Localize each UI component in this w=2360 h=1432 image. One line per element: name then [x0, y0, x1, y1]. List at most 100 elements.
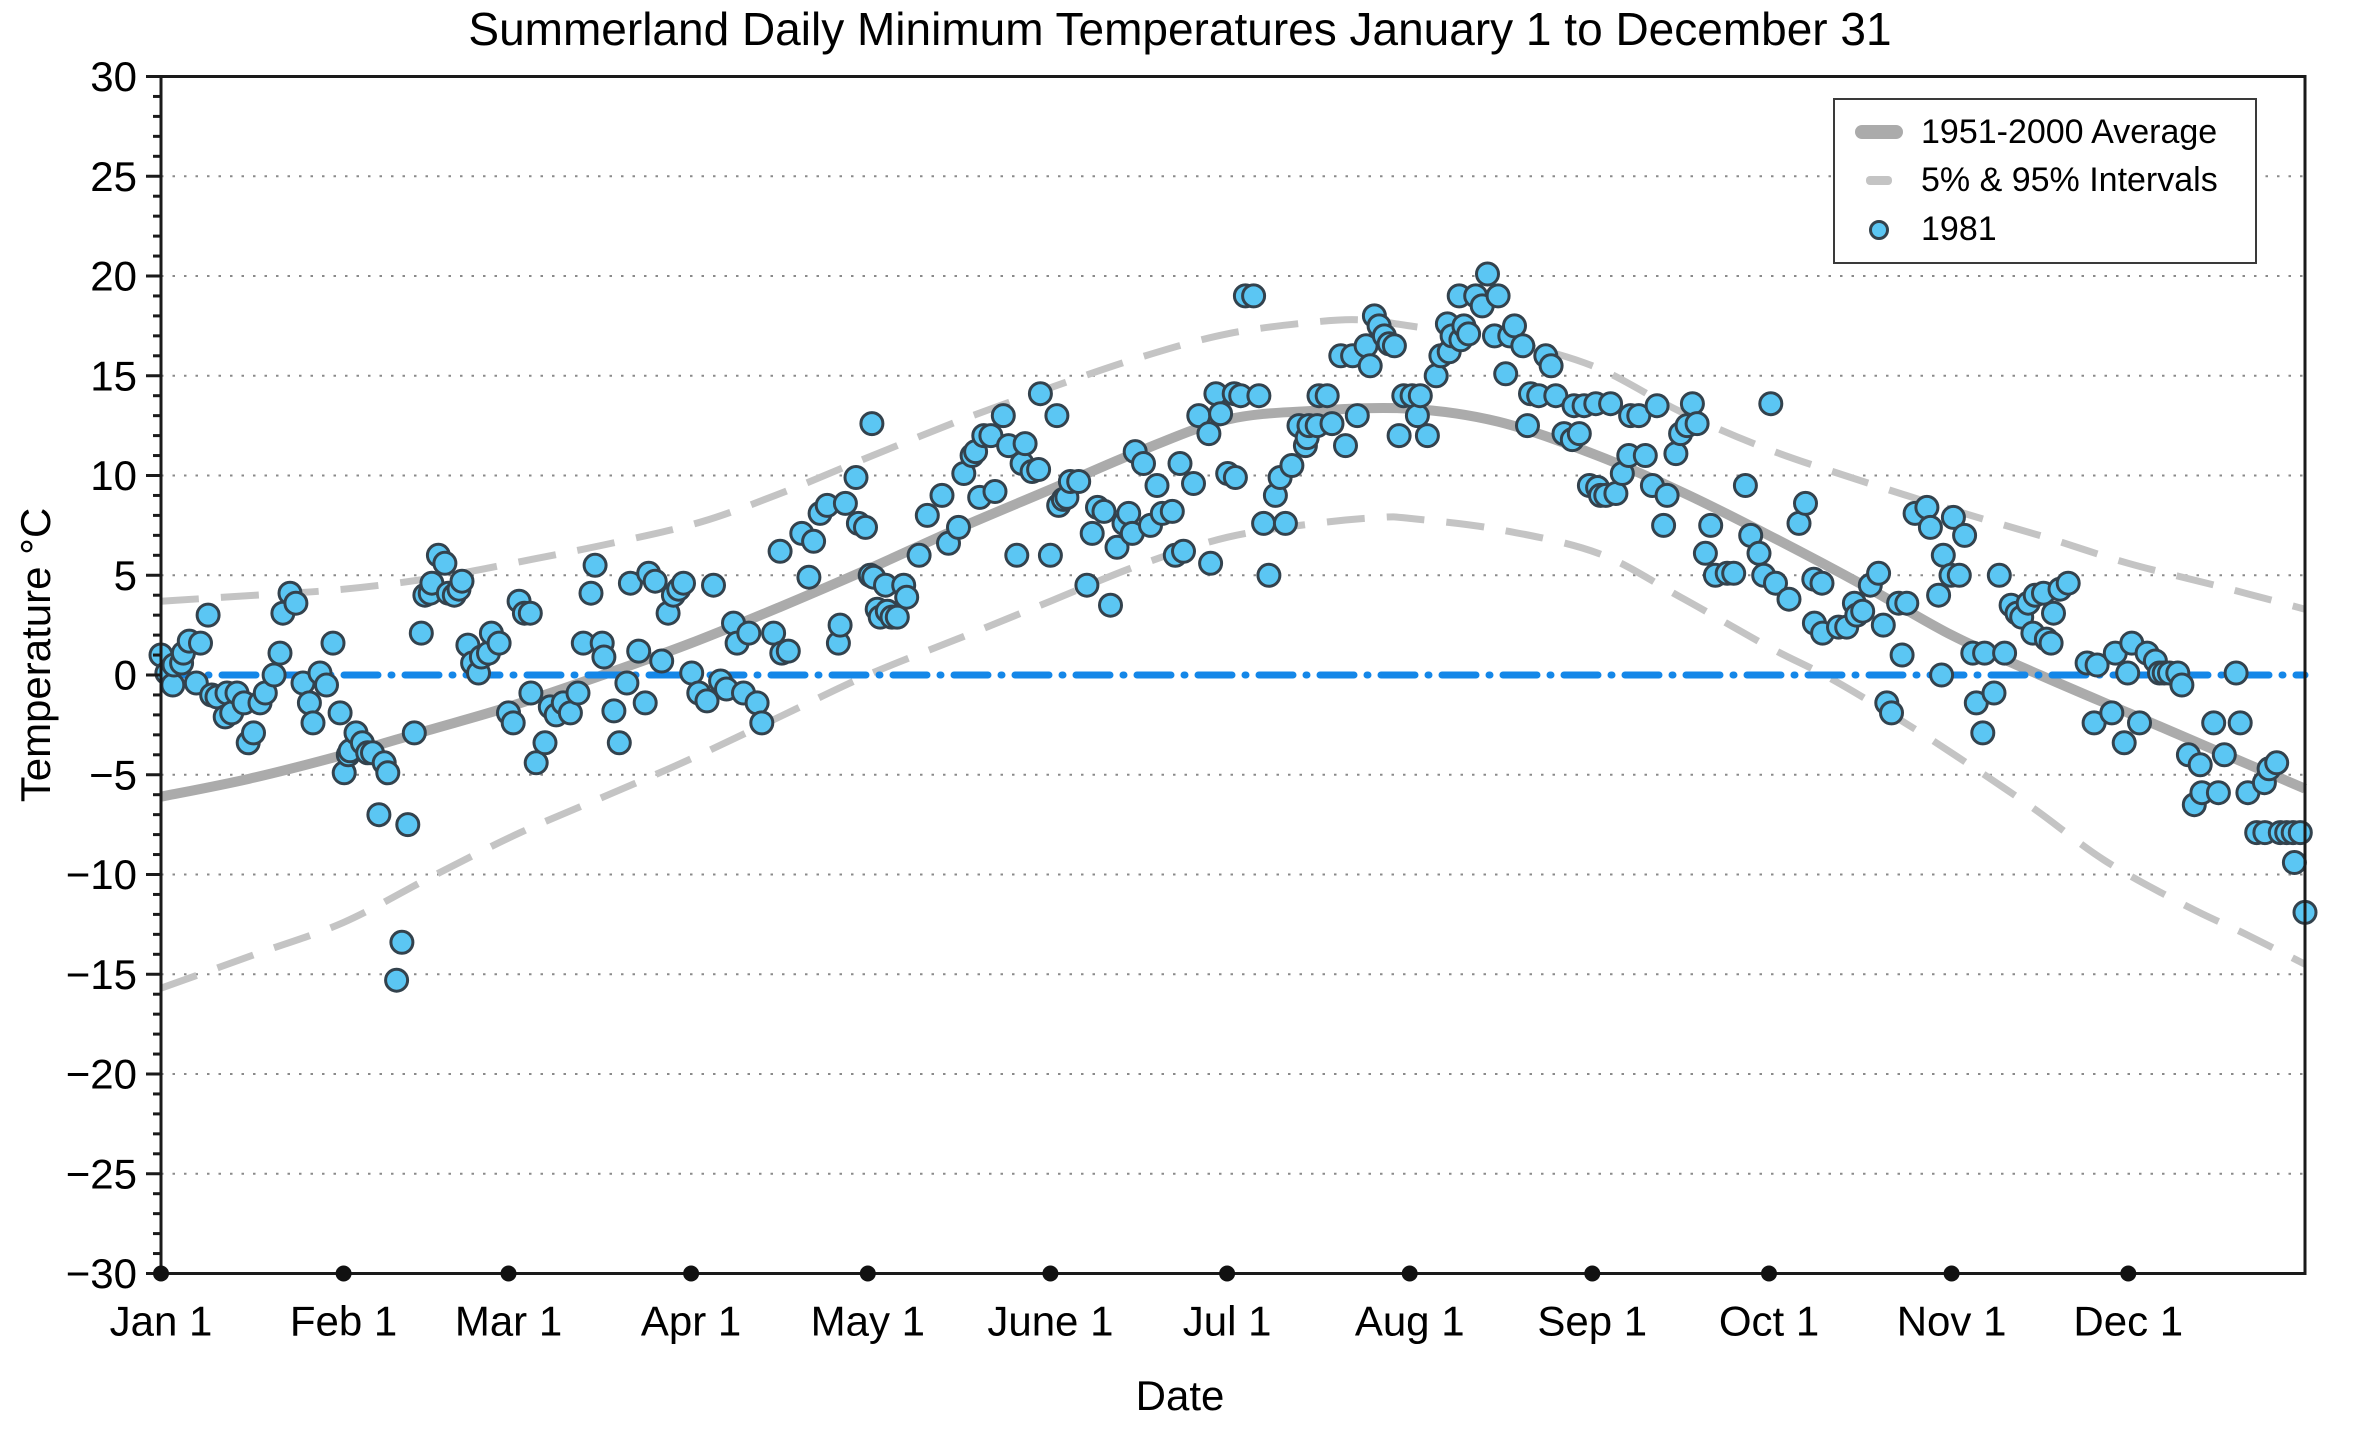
data-point-1981	[1926, 582, 1952, 608]
data-point-1981	[1721, 560, 1747, 586]
x-tick-label: June 1	[987, 1298, 1113, 1345]
data-point-1981	[1679, 391, 1705, 417]
y-tick-label: 25	[90, 153, 137, 200]
data-point-1981	[736, 620, 762, 646]
month-tick-dot	[1943, 1265, 1960, 1282]
data-point-1981	[1917, 514, 1943, 540]
chart-title: Summerland Daily Minimum Temperatures Ja…	[468, 3, 1892, 55]
month-tick-dot	[1042, 1265, 1059, 1282]
month-tick-dot	[1584, 1265, 1601, 1282]
data-point-1981	[432, 550, 458, 576]
data-point-1981	[1758, 391, 1784, 417]
data-point-1981	[296, 690, 322, 716]
data-point-1981	[801, 528, 827, 554]
data-point-1981	[1651, 512, 1677, 538]
data-point-1981	[2084, 652, 2110, 678]
data-point-1981	[1793, 490, 1818, 516]
legend-label-average: 1951-2000 Average	[1921, 112, 2218, 151]
data-point-1981	[1485, 283, 1511, 309]
month-tick-dot	[1219, 1265, 1236, 1282]
data-point-1981	[1510, 333, 1536, 359]
data-point-1981	[188, 630, 213, 656]
data-point-1981	[832, 490, 858, 516]
data-point-1981	[796, 564, 822, 590]
data-point-1981	[1044, 403, 1070, 429]
data-point-1981	[1992, 640, 2018, 666]
data-point-1981	[1698, 512, 1724, 538]
data-point-1981	[1644, 393, 1670, 419]
month-tick-dot	[500, 1265, 517, 1282]
data-point-1981	[1167, 451, 1193, 476]
data-point-1981	[694, 688, 720, 714]
data-point-1981	[1746, 540, 1772, 566]
data-point-1981	[320, 630, 346, 656]
legend-item-intervals: 5% & 95% Intervals	[1847, 161, 2249, 200]
data-point-1981	[2281, 850, 2307, 875]
data-point-1981	[1684, 411, 1710, 437]
data-point-1981	[642, 568, 668, 594]
y-tick-label: −15	[66, 951, 137, 998]
data-point-1981	[1850, 598, 1876, 624]
scatter-point-swatch	[1847, 219, 1911, 240]
data-point-1981	[2264, 750, 2290, 776]
data-point-1981	[1116, 500, 1142, 526]
data-point-1981	[2038, 630, 2064, 656]
data-point-1981	[990, 403, 1016, 429]
data-point-1981	[1272, 510, 1298, 536]
data-point-1981	[1144, 473, 1170, 498]
legend-item-1981: 1981	[1847, 210, 2249, 249]
data-point-1981	[1732, 473, 1758, 498]
interval-dash-swatch	[1847, 176, 1911, 186]
data-point-1981	[375, 760, 401, 786]
x-tick-label: Feb 1	[290, 1298, 397, 1345]
data-point-1981	[775, 638, 801, 664]
data-point-1981	[1027, 381, 1053, 407]
data-point-1981	[701, 572, 726, 598]
data-point-1981	[2041, 600, 2066, 626]
data-point-1981	[366, 802, 392, 828]
data-point-1981	[1776, 586, 1802, 612]
data-point-1981	[241, 720, 266, 746]
data-point-1981	[2187, 752, 2213, 778]
x-tick-label: Jul 1	[1183, 1298, 1272, 1345]
y-tick-label: −20	[66, 1051, 137, 1098]
data-point-1981	[2201, 710, 2227, 736]
data-point-1981	[395, 812, 421, 838]
data-point-1981	[2111, 730, 2137, 756]
y-tick-label: 0	[114, 652, 137, 699]
data-point-1981	[1131, 451, 1156, 476]
data-point-1981	[2211, 742, 2237, 768]
data-point-1981	[1414, 423, 1440, 449]
data-point-1981	[1809, 570, 1835, 596]
data-point-1981	[2287, 820, 2313, 846]
y-tick-label: −30	[66, 1250, 137, 1297]
data-point-1981	[1208, 401, 1234, 427]
data-point-1981	[1181, 471, 1206, 496]
data-point-1981	[1314, 383, 1340, 409]
data-point-1981	[649, 648, 675, 674]
data-point-1981	[1319, 411, 1345, 437]
data-point-1981	[532, 730, 558, 756]
data-point-1981	[1198, 550, 1224, 576]
data-point-1981	[1256, 562, 1282, 588]
data-point-1981	[1357, 353, 1383, 379]
data-point-1981	[1404, 403, 1430, 429]
data-point-1981	[2223, 660, 2249, 686]
y-tick-label: −10	[66, 851, 137, 898]
x-tick-label: Jan 1	[110, 1298, 213, 1345]
month-tick-dot	[859, 1265, 876, 1282]
data-point-1981	[1952, 522, 1978, 548]
y-tick-label: −5	[89, 751, 137, 798]
data-point-1981	[1493, 361, 1519, 387]
data-point-1981	[1538, 353, 1564, 379]
data-point-1981	[1222, 465, 1248, 490]
month-tick-dot	[2120, 1265, 2137, 1282]
average-line-swatch	[1847, 125, 1911, 140]
data-point-1981	[1333, 433, 1358, 459]
data-point-1981	[518, 680, 544, 706]
data-point-1981	[906, 542, 932, 568]
data-point-1981	[1344, 403, 1370, 429]
data-point-1981	[2169, 672, 2195, 698]
data-point-1981	[261, 662, 287, 688]
